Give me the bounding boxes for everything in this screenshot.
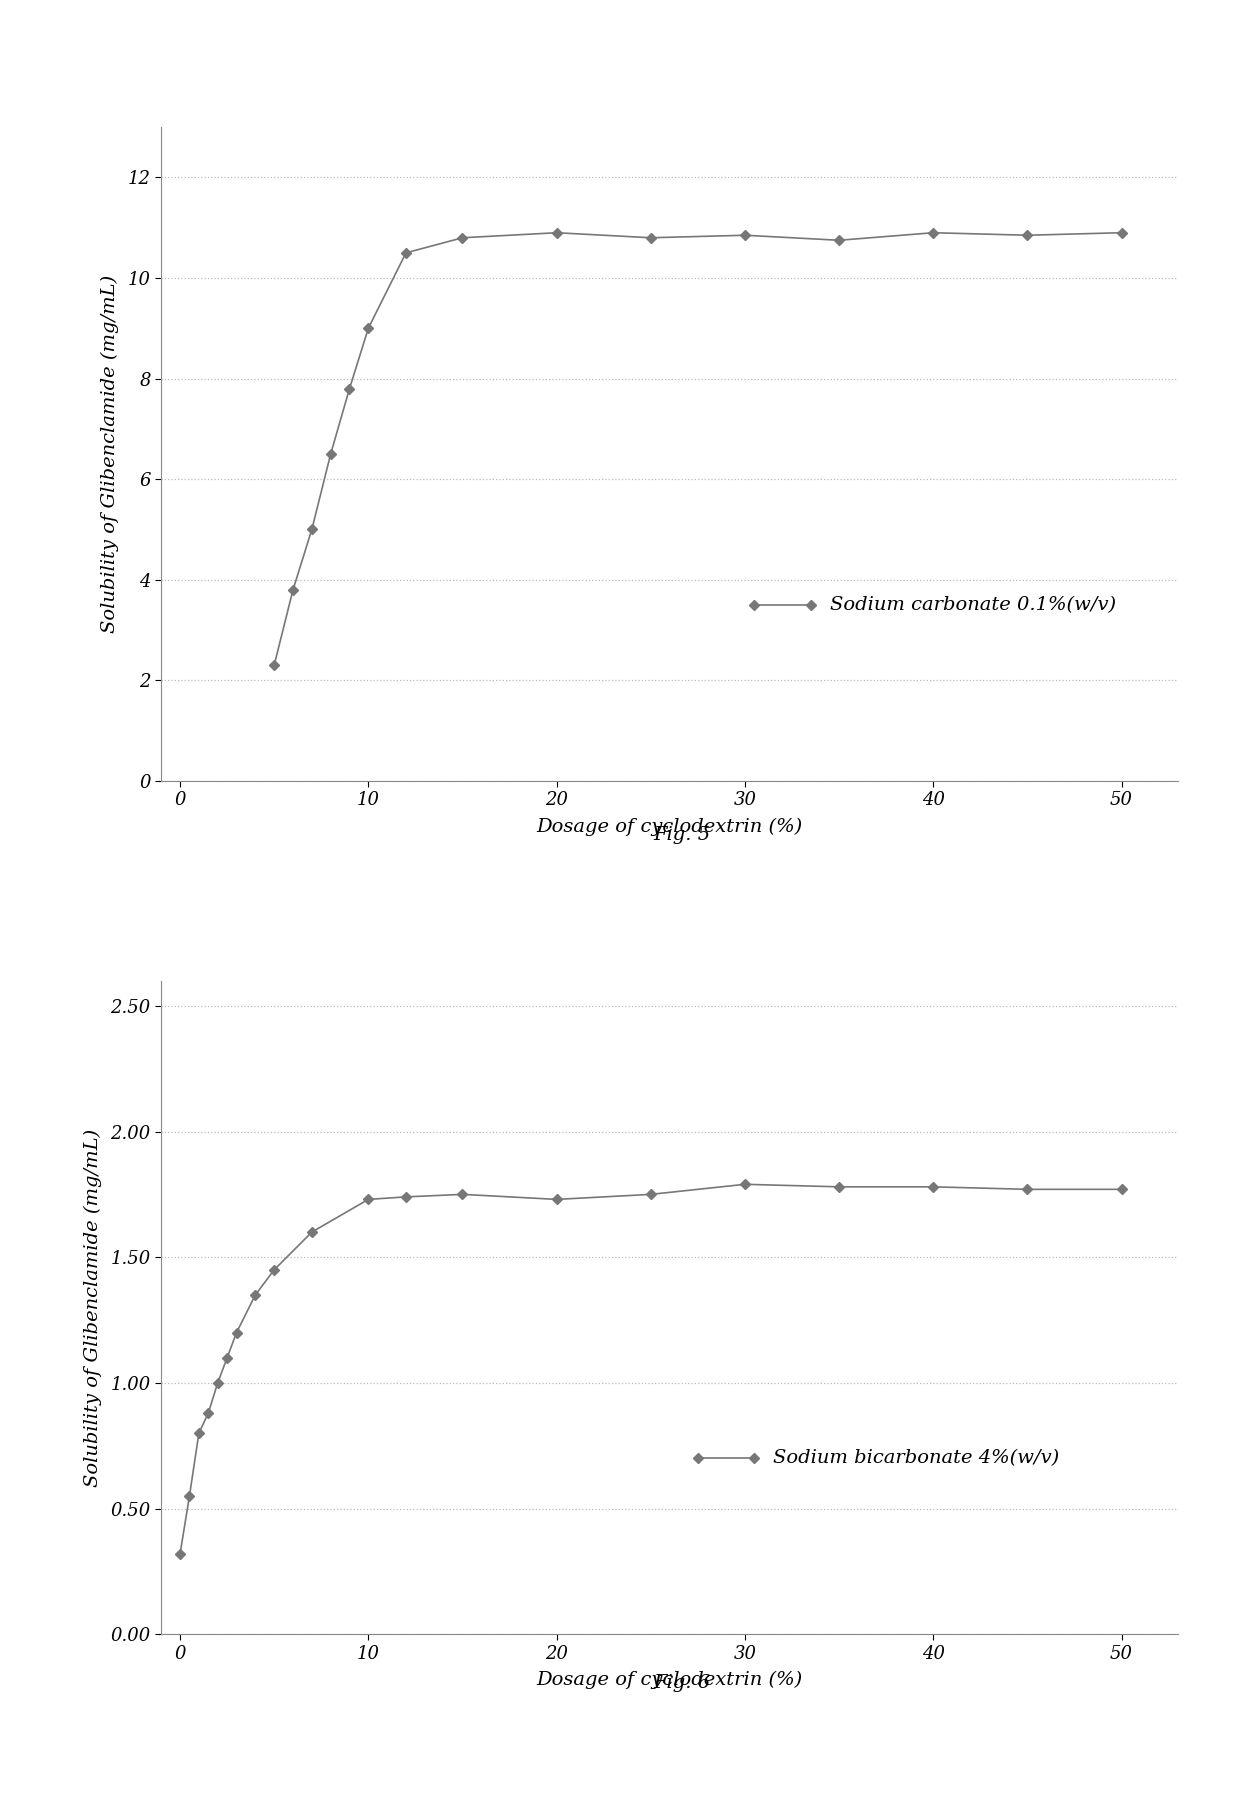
Text: Sodium carbonate 0.1%(w/v): Sodium carbonate 0.1%(w/v) bbox=[830, 596, 1116, 614]
Text: Sodium bicarbonate 4%(w/v): Sodium bicarbonate 4%(w/v) bbox=[774, 1449, 1059, 1467]
X-axis label: Dosage of cyclodextrin (%): Dosage of cyclodextrin (%) bbox=[537, 817, 802, 835]
Y-axis label: Solubility of Glibenclamide (mg/mL): Solubility of Glibenclamide (mg/mL) bbox=[84, 1128, 102, 1487]
X-axis label: Dosage of cyclodextrin (%): Dosage of cyclodextrin (%) bbox=[537, 1671, 802, 1689]
Y-axis label: Solubility of Glibenclamide (mg/mL): Solubility of Glibenclamide (mg/mL) bbox=[102, 274, 119, 634]
Text: Fig. 6: Fig. 6 bbox=[653, 1674, 711, 1693]
Text: Fig. 5: Fig. 5 bbox=[653, 826, 711, 844]
